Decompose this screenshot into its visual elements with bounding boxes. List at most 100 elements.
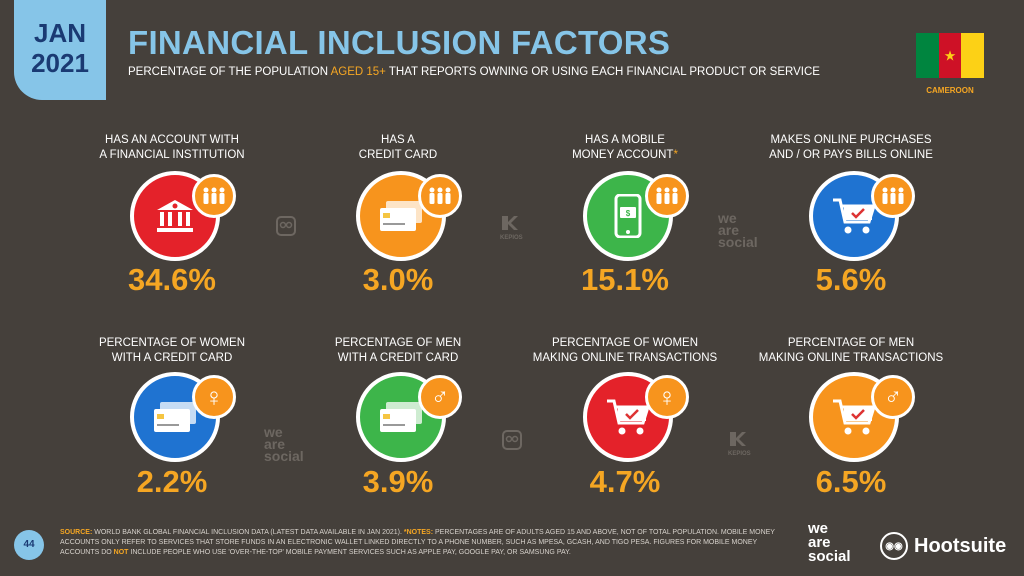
wm-social: social (718, 234, 758, 250)
stat-label-line-2: MAKING ONLINE TRANSACTIONS (746, 351, 956, 366)
stat-label-line-2: MAKING ONLINE TRANSACTIONS (520, 351, 730, 366)
stat-value: 3.0% (362, 262, 434, 297)
stat-value: 15.1% (581, 262, 669, 297)
stat-label-line-1: PERCENTAGE OF WOMEN (551, 337, 699, 349)
stat-card: PERCENTAGE OF MEN MAKING ONLINE TRANSACTI… (746, 336, 956, 368)
stat-card: HAS A CREDIT CARD (293, 133, 503, 165)
stat-label-line-2-text: MAKING ONLINE TRANSACTIONS (532, 352, 718, 364)
subtitle-highlight: AGED 15+ (330, 66, 386, 78)
subtitle-post: THAT REPORTS OWNING OR USING EACH FINANC… (385, 66, 820, 78)
stat-label-line-1: HAS A MOBILE (585, 134, 665, 146)
shopping-cart-icon (831, 196, 877, 236)
kepios-watermark-2: KEPIOS (728, 430, 751, 460)
brand-social: social (808, 548, 851, 565)
stat-value: 2.2% (136, 464, 208, 499)
stat-label: HAS AN ACCOUNT WITH A FINANCIAL INSTITUTI… (67, 133, 277, 165)
stat-label: PERCENTAGE OF WOMEN WITH A CREDIT CARD (67, 336, 277, 368)
stat-label: MAKES ONLINE PURCHASES AND / OR PAYS BILL… (746, 133, 956, 165)
male-icon: ♂ (418, 375, 462, 419)
cameroon-flag: ★ (916, 33, 985, 78)
stat-label-line-2-text: CREDIT CARD (358, 149, 438, 161)
we-are-social-logo: we are social (808, 520, 851, 565)
page-title: FINANCIAL INCLUSION FACTORS (128, 24, 671, 61)
stat-label-line-1: PERCENTAGE OF MEN (334, 337, 462, 349)
stat-label: HAS A CREDIT CARD (293, 133, 503, 165)
stat-label-line-2-text: WITH A CREDIT CARD (337, 352, 459, 364)
wm-social-2: social (264, 448, 304, 464)
stat-label-line-2: WITH A CREDIT CARD (67, 351, 277, 366)
female-icon: ♀ (192, 375, 236, 419)
stat-card: PERCENTAGE OF MEN WITH A CREDIT CARD (293, 336, 503, 368)
country-label: CAMEROON (926, 86, 974, 95)
brand-we: we (808, 520, 829, 537)
shopping-cart-icon (605, 397, 651, 437)
date-badge: JAN 2021 (14, 0, 106, 100)
kepios-text: KEPIOS (500, 235, 523, 241)
brand-hootsuite: Hootsuite (914, 534, 1007, 557)
stat-value: 3.9% (362, 464, 434, 499)
stat-card: MAKES ONLINE PURCHASES AND / OR PAYS BILL… (746, 133, 956, 165)
footer-notes: SOURCE: WORLD BANK GLOBAL FINANCIAL INCL… (60, 528, 785, 558)
credit-card-icon (378, 400, 424, 434)
subtitle-pre: PERCENTAGE OF THE POPULATION (128, 66, 331, 78)
credit-card-icon (152, 400, 198, 434)
stat-label-line-1: HAS AN ACCOUNT WITH (105, 134, 239, 146)
wm-are: are (718, 222, 740, 238)
stat-label-line-2-text: WITH A CREDIT CARD (111, 352, 233, 364)
stat-label-line-2-text: AND / OR PAYS BILLS ONLINE (769, 149, 933, 161)
male-icon: ♂ (871, 375, 915, 419)
stat-label: PERCENTAGE OF MEN MAKING ONLINE TRANSACTI… (746, 336, 956, 368)
we-are-social-watermark-2: we are social (264, 424, 304, 464)
source-text: WORLD BANK GLOBAL FINANCIAL INCLUSION DA… (92, 529, 404, 536)
stat-card: PERCENTAGE OF WOMEN WITH A CREDIT CARD (67, 336, 277, 368)
we-are-social-watermark: we are social (718, 210, 758, 250)
date-year: 2021 (31, 48, 89, 78)
credit-card-icon (378, 199, 424, 233)
people-icon (645, 174, 689, 218)
stat-label-line-2: MONEY ACCOUNT* (520, 148, 730, 163)
hootsuite-owl-watermark-2 (502, 430, 522, 450)
stat-label-line-1: MAKES ONLINE PURCHASES (770, 134, 932, 146)
stat-label-line-1: PERCENTAGE OF MEN (787, 337, 915, 349)
hootsuite-logo: ◉◉ Hootsuite (880, 532, 1006, 560)
stat-label-line-1: HAS A (381, 134, 415, 146)
stat-label-line-2: CREDIT CARD (293, 148, 503, 163)
stat-card: PERCENTAGE OF WOMEN MAKING ONLINE TRANSAC… (520, 336, 730, 368)
wm-we-2: we (264, 424, 283, 440)
wm-are-2: are (264, 436, 286, 452)
notes-text-1: PERCENTAGES ARE OF ADULTS AGED 15 AND AB… (60, 529, 775, 556)
stat-value: 4.7% (589, 464, 661, 499)
owl-icon: ◉◉ (880, 532, 908, 560)
page-subtitle: PERCENTAGE OF THE POPULATION AGED 15+ TH… (128, 66, 820, 78)
page-number: 44 (14, 530, 44, 560)
svg-text:$: $ (626, 209, 631, 218)
stat-label: PERCENTAGE OF MEN WITH A CREDIT CARD (293, 336, 503, 368)
shopping-cart-icon (831, 397, 877, 437)
brand-are: are (808, 534, 831, 551)
stat-label-line-1: PERCENTAGE OF WOMEN (98, 337, 246, 349)
asterisk: * (673, 149, 678, 161)
people-icon (192, 174, 236, 218)
stat-label-line-2-text: MAKING ONLINE TRANSACTIONS (758, 352, 944, 364)
wm-we: we (718, 210, 737, 226)
stat-label-line-2-text: A FINANCIAL INSTITUTION (99, 149, 245, 161)
notes-not: NOT (113, 549, 129, 556)
source-label: SOURCE: (60, 529, 93, 536)
stat-card: HAS A MOBILE MONEY ACCOUNT* (520, 133, 730, 165)
stat-label-line-2: A FINANCIAL INSTITUTION (67, 148, 277, 163)
hootsuite-owl-watermark (276, 216, 296, 236)
female-icon: ♀ (645, 375, 689, 419)
notes-text-2: INCLUDE PEOPLE WHO USE 'OVER-THE-TOP' MO… (128, 549, 571, 556)
bank-icon (155, 198, 195, 234)
kepios-watermark: KEPIOS (500, 214, 523, 244)
stat-label: PERCENTAGE OF WOMEN MAKING ONLINE TRANSAC… (520, 336, 730, 368)
people-icon (871, 174, 915, 218)
stat-card: HAS AN ACCOUNT WITH A FINANCIAL INSTITUTI… (67, 133, 277, 165)
people-icon (418, 174, 462, 218)
star-icon: ★ (943, 47, 957, 64)
stat-label-line-2: AND / OR PAYS BILLS ONLINE (746, 148, 956, 163)
notes-label: *NOTES: (403, 529, 434, 536)
stat-value: 6.5% (815, 464, 887, 499)
stat-label-line-2-text: MONEY ACCOUNT (572, 149, 674, 161)
stat-value: 5.6% (815, 262, 887, 297)
